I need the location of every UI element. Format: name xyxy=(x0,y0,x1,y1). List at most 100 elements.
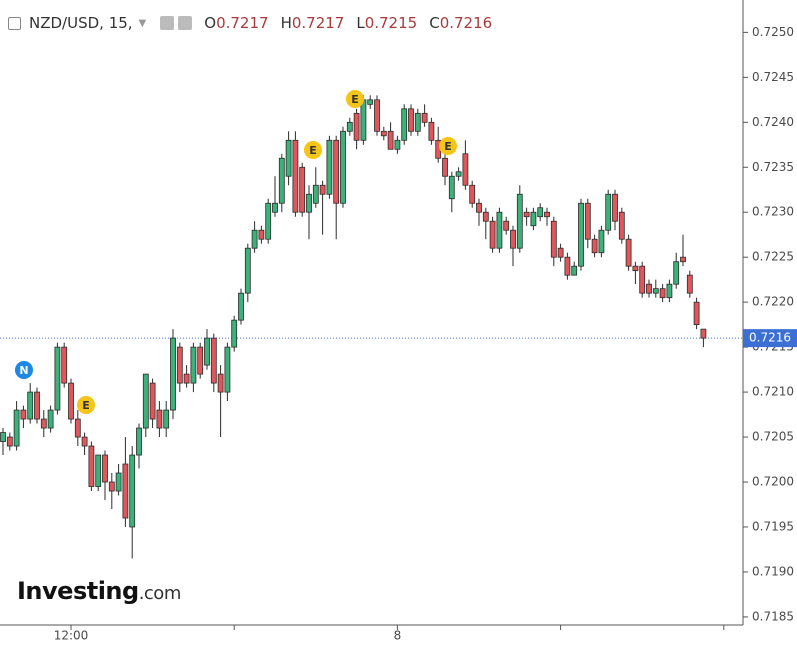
candle-body xyxy=(401,108,408,141)
candle-body xyxy=(605,193,612,231)
logo: Investing.com xyxy=(17,577,181,605)
y-tick-label: 0.7220 xyxy=(752,295,794,309)
ohlc-value: 0.7217 xyxy=(216,14,269,32)
y-tick-label: 0.7235 xyxy=(752,160,794,174)
y-tick-label: 0.7185 xyxy=(752,609,794,623)
ohlc-value: 0.7215 xyxy=(364,14,418,32)
event-circle xyxy=(304,141,322,159)
candle-body xyxy=(88,445,95,487)
candle-body xyxy=(666,283,673,299)
event-badge[interactable]: N xyxy=(15,361,33,379)
candle-body xyxy=(414,112,421,132)
candle-body xyxy=(149,382,156,420)
event-badge[interactable]: E xyxy=(439,137,457,155)
candle-body xyxy=(326,139,333,195)
ohlc-key: O xyxy=(204,14,217,32)
symbol: NZD/USD, 15, xyxy=(29,14,133,32)
candle-body xyxy=(6,436,13,447)
candle-body xyxy=(680,256,686,263)
candle-body xyxy=(612,193,618,222)
candle-body xyxy=(210,337,217,384)
candle-body xyxy=(27,391,34,420)
candle-body xyxy=(598,229,605,254)
candle-body xyxy=(482,211,489,222)
candle-body xyxy=(265,202,272,240)
candle-body xyxy=(340,130,346,204)
candle-body xyxy=(448,175,455,200)
candle-body xyxy=(639,265,646,294)
candle-body xyxy=(251,229,258,249)
candle-body xyxy=(652,288,659,294)
candle-body xyxy=(306,193,312,213)
candle-body xyxy=(693,301,700,326)
event-circle xyxy=(77,396,95,414)
event-badge[interactable]: E xyxy=(77,396,95,414)
candle-body xyxy=(618,211,625,240)
candle-body xyxy=(170,337,176,411)
candle-body xyxy=(258,229,265,240)
candle-body xyxy=(61,346,68,384)
candle-body xyxy=(673,261,680,285)
logo-suffix: .com xyxy=(138,583,182,604)
candle-body xyxy=(231,319,238,348)
y-tick-label: 0.7250 xyxy=(752,25,794,39)
candle-body xyxy=(224,346,231,393)
candle-body xyxy=(319,184,326,195)
candle-body xyxy=(380,130,387,137)
candle-body xyxy=(632,265,639,272)
candle-body xyxy=(591,238,598,254)
last-price-box xyxy=(743,329,797,348)
candle-body xyxy=(102,454,108,483)
ohlc-value: 0.7217 xyxy=(291,14,345,32)
eye-icon[interactable] xyxy=(160,16,175,30)
candle-body xyxy=(659,288,666,299)
candle-body xyxy=(115,472,122,492)
collapse-button[interactable] xyxy=(8,16,21,30)
candle-body xyxy=(510,229,516,249)
candle-body xyxy=(68,382,74,420)
candle-body xyxy=(564,256,571,276)
event-label: E xyxy=(309,144,317,157)
event-label: E xyxy=(351,93,359,106)
candle-body xyxy=(544,211,550,218)
candle-body xyxy=(197,346,204,375)
logo-brand: Investing xyxy=(17,577,139,605)
candle-body xyxy=(285,139,292,177)
candle-body xyxy=(74,418,81,438)
candle-body xyxy=(700,328,707,339)
event-label: E xyxy=(82,399,90,412)
y-tick-label: 0.7190 xyxy=(752,564,794,578)
candle-body xyxy=(333,139,340,204)
candle-body xyxy=(278,157,285,204)
candle-body xyxy=(122,463,129,519)
candle-body xyxy=(108,481,115,492)
candle-body xyxy=(489,220,496,249)
candle-body xyxy=(394,139,401,150)
candle-body xyxy=(408,108,414,132)
candle-body xyxy=(272,202,278,213)
candle-body xyxy=(204,337,210,366)
candle-body xyxy=(360,99,367,141)
event-badge[interactable]: E xyxy=(346,90,364,108)
dropdown[interactable]: ▼ xyxy=(138,17,147,29)
event-badge[interactable]: E xyxy=(304,141,322,159)
candle-body xyxy=(217,373,224,393)
event-circle xyxy=(15,361,33,379)
candle-body xyxy=(47,409,54,429)
candle-body xyxy=(20,409,27,420)
candle-body xyxy=(244,247,251,294)
candle-body xyxy=(238,292,244,321)
candle-body xyxy=(353,112,360,141)
event-circle xyxy=(346,90,364,108)
candle-body xyxy=(462,153,469,186)
candle-body xyxy=(81,436,88,447)
candle-body xyxy=(136,427,142,456)
candle-body xyxy=(346,121,353,132)
y-tick-label: 0.7225 xyxy=(752,250,794,264)
candle-body xyxy=(163,409,170,429)
candle-body xyxy=(13,409,20,447)
candle-body xyxy=(40,418,47,429)
event-circle xyxy=(439,137,457,155)
settings-icon[interactable] xyxy=(178,16,193,30)
